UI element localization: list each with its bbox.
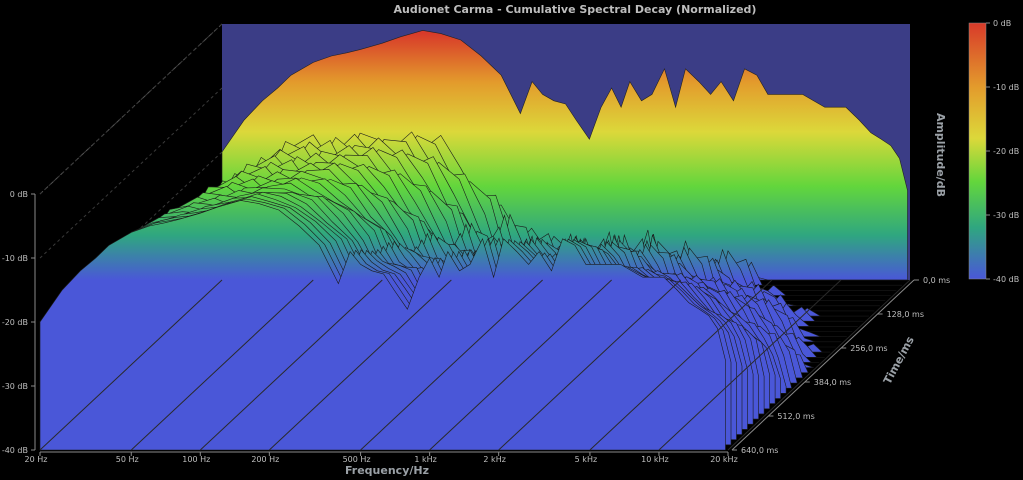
y-tick-label: -10 dB xyxy=(2,254,28,263)
x-tick-label: 2 kHz xyxy=(483,455,505,464)
x-tick-label: 1 kHz xyxy=(414,455,436,464)
decay-slice xyxy=(39,200,726,451)
time-axis-ticks: 0,0 ms 128,0 ms 256,0 ms 384,0 ms 512,0 ms 64… xyxy=(731,276,950,455)
decay-slices xyxy=(39,30,908,451)
time-tick-label: 256,0 ms xyxy=(850,344,887,353)
y-tick-label: -30 dB xyxy=(2,382,28,391)
y-tick-label: -20 dB xyxy=(2,318,28,327)
time-tick-label: 512,0 ms xyxy=(777,412,814,421)
time-tick-label: 128,0 ms xyxy=(887,310,924,319)
x-tick-label: 500 Hz xyxy=(343,455,371,464)
time-tick-label: 640,0 ms xyxy=(741,446,778,455)
chart-title: Audionet Carma - Cumulative Spectral Dec… xyxy=(394,3,757,16)
colorbar-label: -10 dB xyxy=(993,83,1019,92)
x-tick-label: 200 Hz xyxy=(251,455,279,464)
y-tick-label: 0 dB xyxy=(10,190,28,199)
x-axis-ticks: 20 Hz 50 Hz 100 Hz 200 Hz 500 Hz 1 kHz 2 kHz 5 … xyxy=(25,451,738,464)
time-tick-label: 0,0 ms xyxy=(923,276,950,285)
x-tick-label: 5 kHz xyxy=(575,455,597,464)
x-axis-label: Frequency/Hz xyxy=(345,464,429,477)
y-tick-label: -40 dB xyxy=(2,446,28,455)
colorbar: 0 dB -10 dB -20 dB -30 dB -40 dB xyxy=(968,19,1019,284)
y-axis-label: Amplitude/dB xyxy=(934,113,947,197)
y-axis-ticks: 0 dB -10 dB -20 dB -30 dB -40 dB xyxy=(2,190,35,455)
x-tick-label: 100 Hz xyxy=(182,455,210,464)
colorbar-label: -20 dB xyxy=(993,147,1019,156)
x-tick-label: 10 kHz xyxy=(641,455,669,464)
floor-grid xyxy=(39,279,911,451)
colorbar-gradient xyxy=(968,22,987,280)
x-tick-label: 20 kHz xyxy=(710,455,738,464)
colorbar-label: 0 dB xyxy=(993,19,1011,28)
colorbar-label: -30 dB xyxy=(993,211,1019,220)
time-tick-label: 384,0 ms xyxy=(814,378,851,387)
z-axis-label: Time/ms xyxy=(881,334,917,387)
colorbar-label: -40 dB xyxy=(993,275,1019,284)
x-tick-label: 50 Hz xyxy=(116,455,139,464)
x-tick-label: 20 Hz xyxy=(25,455,48,464)
